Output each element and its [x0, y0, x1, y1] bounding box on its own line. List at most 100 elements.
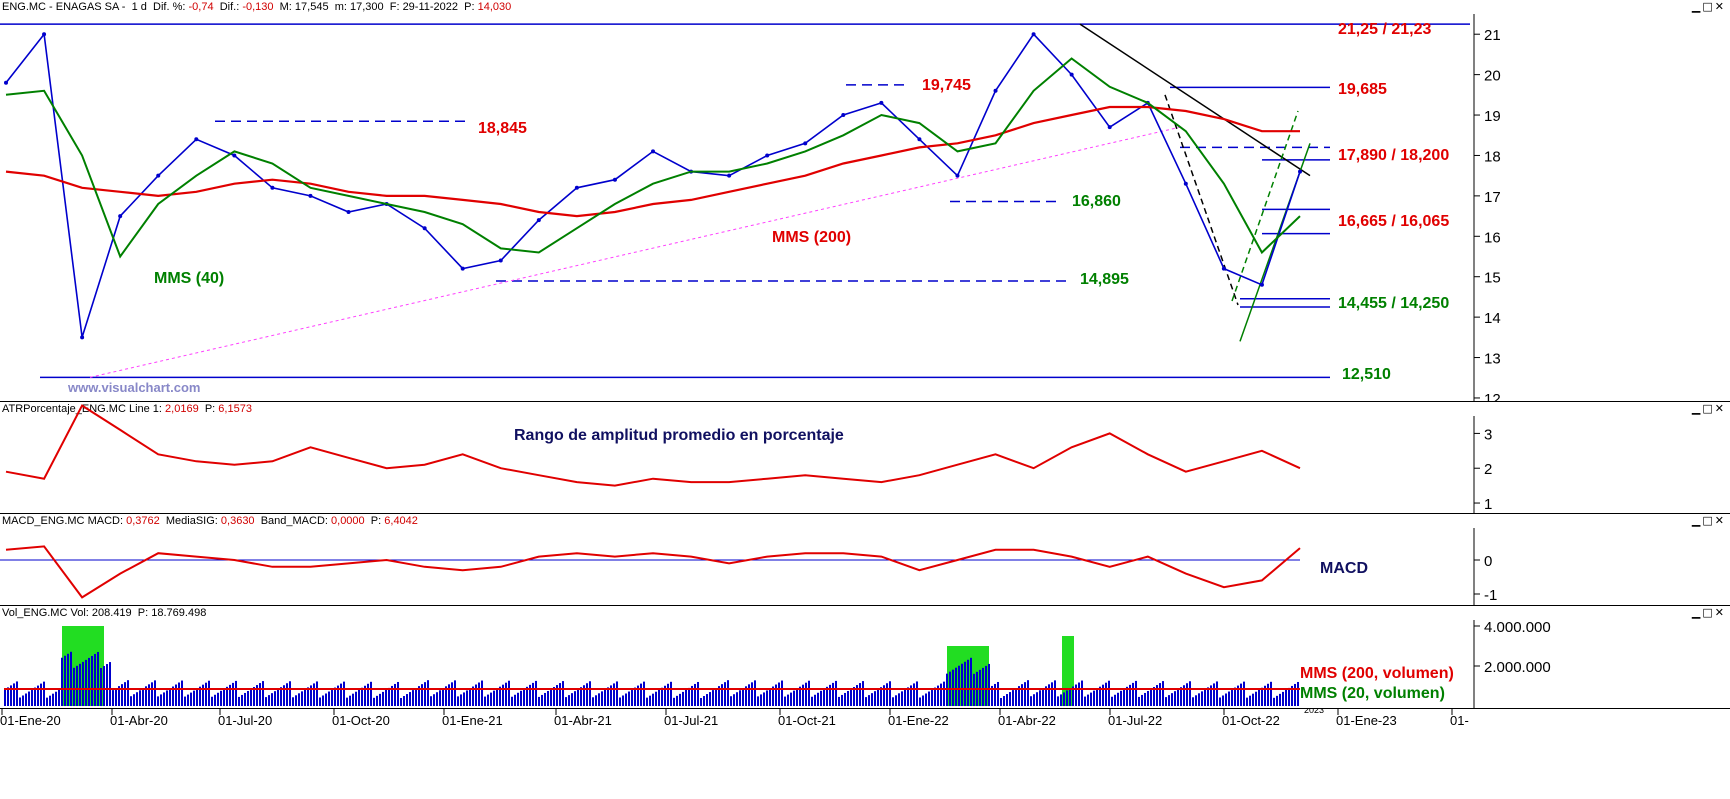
vol-bar [130, 696, 132, 706]
vol-bar [1000, 698, 1002, 706]
vol-bar [1243, 681, 1245, 706]
vol-bar [631, 689, 633, 706]
vol-bar [1192, 697, 1194, 706]
vol-bar [862, 681, 864, 706]
vol-bar [1297, 681, 1299, 706]
vol-bar [478, 682, 480, 706]
vol-bar [1135, 680, 1137, 706]
vol-bar [1108, 680, 1110, 706]
vol-bar [214, 694, 216, 706]
vol-bar [910, 685, 912, 706]
vol-bar [571, 693, 573, 706]
vol-bar [805, 682, 807, 706]
vol-bar [727, 680, 729, 706]
vol-bar [1222, 695, 1224, 706]
macd-header: MACD_ENG.MC MACD: 0,3762 MediaSIG: 0,363… [2, 515, 418, 527]
vol-bar [523, 688, 525, 706]
vol-bar [259, 683, 261, 706]
vol-bar [373, 697, 375, 706]
vol-bar [1255, 691, 1257, 706]
vol-bar [1219, 697, 1221, 706]
vol-bar [790, 692, 792, 706]
vol-bar [1078, 682, 1080, 706]
data-point [1221, 266, 1226, 271]
vol-bar [754, 680, 756, 706]
label-14-895: 14,895 [1080, 271, 1129, 288]
vol-bar [832, 682, 834, 706]
vol-window-controls[interactable]: ▁□✕ [1691, 606, 1726, 619]
vol-bar [118, 686, 120, 706]
vol-tick-label: 4.000.000 [1484, 619, 1551, 636]
vol-bar [499, 686, 501, 706]
vol-bar [148, 684, 150, 706]
vol-bar [1240, 683, 1242, 706]
x-tick-label: 01-Ene-21 [442, 713, 503, 728]
vol-bar [154, 680, 156, 706]
vol-bar [955, 667, 957, 706]
vol-bar [448, 684, 450, 706]
vol-bar [1096, 688, 1098, 706]
vol-bar [970, 657, 972, 706]
vol-bar [874, 691, 876, 706]
vol-bar [685, 689, 687, 706]
vol-bar [274, 691, 276, 706]
vol-bar [967, 659, 969, 706]
vol-bar [562, 681, 564, 706]
vol-bar [1006, 694, 1008, 706]
vol-bar [520, 690, 522, 706]
vol-bar [1276, 695, 1278, 706]
vol-bar [13, 683, 15, 706]
window-controls[interactable]: ▁□✕ [1691, 0, 1726, 13]
vol-bar [766, 690, 768, 706]
data-point [1031, 32, 1036, 37]
x-tick-label: 01-Ene-23 [1336, 713, 1397, 728]
macd-window-controls[interactable]: ▁□✕ [1691, 514, 1726, 527]
vol-bar [358, 689, 360, 706]
vol-bar [1291, 685, 1293, 706]
vol-bar [391, 685, 393, 706]
vol-bar [505, 682, 507, 706]
vol-bar [1144, 692, 1146, 706]
vol-bar [925, 693, 927, 706]
vol-bar [307, 687, 309, 706]
atr-window-controls[interactable]: ▁□✕ [1691, 402, 1726, 415]
vol-bar [643, 681, 645, 706]
vol-bar [190, 692, 192, 706]
vol-bar [85, 659, 87, 706]
vol-bar [286, 683, 288, 706]
date: F: 29-11-2022 [389, 1, 459, 13]
vol-bar [22, 695, 24, 706]
data-point [422, 226, 427, 231]
vol-bar [427, 680, 429, 706]
vol-bar [472, 686, 474, 706]
x-axis: 01-Ene-20 01-Abr-20 01-Jul-20 01-Oct-20 01-E… [0, 709, 1469, 728]
vol-bar [1168, 695, 1170, 706]
vol-bar [1186, 683, 1188, 706]
dif-pct: -0,74 [188, 1, 214, 13]
vol-bar [529, 684, 531, 706]
vol-bar [1225, 693, 1227, 706]
vol-bar [1099, 686, 1101, 706]
data-point [765, 153, 770, 158]
data-point [879, 100, 884, 105]
vol-bar [721, 684, 723, 706]
vol-bar [1282, 691, 1284, 706]
macd-panel: MACD_ENG.MC MACD: 0,3762 MediaSIG: 0,363… [0, 514, 1730, 606]
label-14-455: 14,455 / 14,250 [1338, 295, 1449, 312]
vol-bar [799, 686, 801, 706]
vol-bar [517, 692, 519, 706]
atr-header: ATRPorcentaje_ENG.MC Line 1: 2,0169 P: 6… [2, 403, 252, 415]
vol-bar [397, 681, 399, 706]
vol-bar [1249, 695, 1251, 706]
vol-bar [43, 681, 45, 706]
label-16-860: 16,860 [1072, 193, 1121, 210]
atr-panel: ATRPorcentaje_ENG.MC Line 1: 2,0169 P: 6… [0, 402, 1730, 514]
vol-bar [853, 687, 855, 706]
vol-bar [880, 687, 882, 706]
vol-bar [340, 683, 342, 706]
vol-bar [1162, 681, 1164, 706]
vol-bar [370, 681, 372, 706]
vol-bar [1117, 692, 1119, 706]
vol-bar [475, 684, 477, 706]
volume-panel: Vol_ENG.MC Vol: 208.419 P: 18.769.498 ▁□… [0, 606, 1730, 709]
